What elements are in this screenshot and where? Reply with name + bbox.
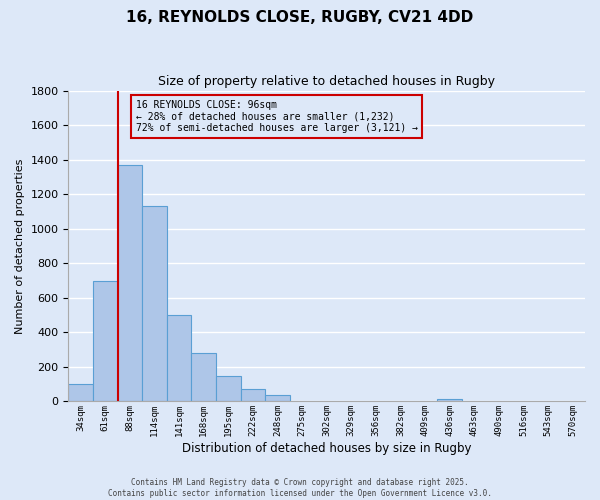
Y-axis label: Number of detached properties: Number of detached properties (15, 158, 25, 334)
Title: Size of property relative to detached houses in Rugby: Size of property relative to detached ho… (158, 75, 495, 88)
Bar (191, 353, 216, 402)
Bar (93, 280, 118, 402)
Bar (265, 396, 290, 402)
Text: Contains HM Land Registry data © Crown copyright and database right 2025.
Contai: Contains HM Land Registry data © Crown c… (108, 478, 492, 498)
Bar (241, 390, 265, 402)
Text: 16 REYNOLDS CLOSE: 96sqm
← 28% of detached houses are smaller (1,232)
72% of sem: 16 REYNOLDS CLOSE: 96sqm ← 28% of detach… (136, 100, 418, 133)
Bar (437, 400, 462, 402)
X-axis label: Distribution of detached houses by size in Rugby: Distribution of detached houses by size … (182, 442, 472, 455)
Bar (216, 376, 241, 402)
Bar (142, 206, 167, 402)
Bar (118, 165, 142, 402)
Bar (68, 384, 93, 402)
Text: 16, REYNOLDS CLOSE, RUGBY, CV21 4DD: 16, REYNOLDS CLOSE, RUGBY, CV21 4DD (127, 10, 473, 25)
Bar (167, 315, 191, 402)
